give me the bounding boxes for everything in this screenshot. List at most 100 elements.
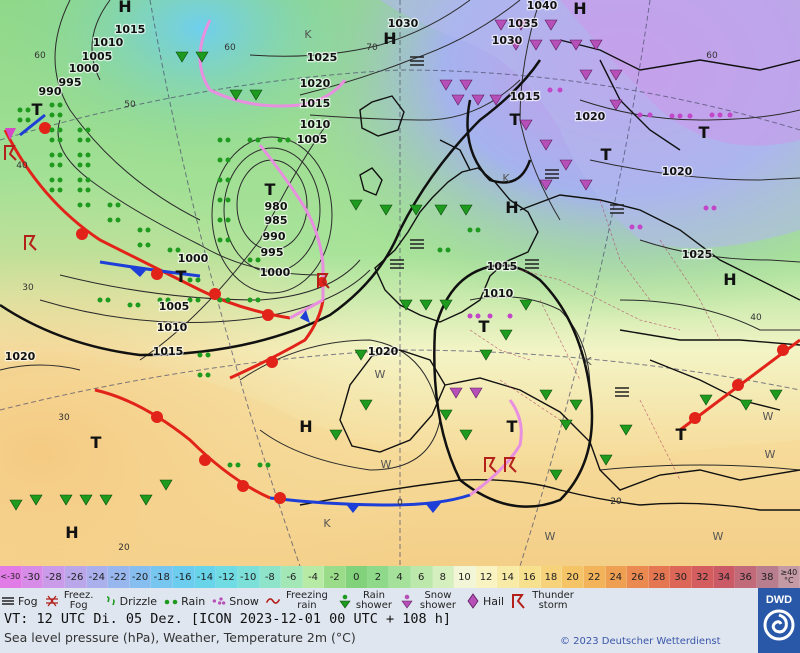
dwd-logo-text: DWD	[765, 594, 793, 606]
legend-rain-shower-label: Rain shower	[355, 590, 392, 611]
graticule-label: 60	[34, 51, 46, 61]
scale-cell: -22	[108, 566, 130, 588]
graticule-label: 0	[397, 498, 403, 508]
scale-cell: <-30	[0, 566, 22, 588]
graticule-label: 40	[16, 161, 28, 171]
scale-cell: -30	[21, 566, 44, 588]
isobar-label: 1030	[388, 17, 419, 30]
air-mass-label: W	[375, 368, 386, 381]
graticule-label: 40	[750, 313, 762, 323]
graticule-label: 70	[366, 43, 378, 53]
graticule-label: 20	[610, 497, 622, 507]
air-mass-label: W	[713, 530, 724, 543]
scale-cell: -2	[324, 566, 346, 588]
pressure-center-label: H	[505, 198, 518, 217]
scale-cell: 6	[410, 566, 433, 588]
graticule-label: 60	[706, 51, 718, 61]
isobar-label: 1015	[300, 97, 331, 110]
fog-icon	[2, 597, 14, 605]
scale-cell: -16	[173, 566, 195, 588]
air-mass-label: K	[304, 28, 312, 41]
legend-thunderstorm: Thunder storm	[510, 588, 578, 614]
isobar-label: 995	[261, 246, 284, 259]
scale-cell: -4	[302, 566, 325, 588]
scale-cell: 20	[562, 566, 584, 588]
freezing-rain-icon	[265, 598, 281, 604]
scale-cell: -26	[64, 566, 87, 588]
isobar-label: 1010	[483, 287, 514, 300]
pressure-center-label: T	[699, 123, 710, 142]
rain-shower-icon	[339, 594, 351, 609]
isobar-label: 1000	[178, 252, 209, 265]
isobar-label: 1035	[508, 17, 539, 30]
legend-snow-label: Snow	[229, 594, 259, 608]
isobar-label: 1005	[297, 133, 328, 146]
dwd-logo: DWD	[758, 588, 800, 653]
scale-cell: -20	[129, 566, 152, 588]
scale-cell: 16	[519, 566, 541, 588]
pressure-center-label: H	[573, 0, 586, 18]
scale-cell: 18	[540, 566, 563, 588]
scale-cell: 2	[367, 566, 390, 588]
isobar-label: 1000	[69, 62, 100, 75]
scale-cell: -6	[281, 566, 303, 588]
legend-freezing-rain: Freezing rain	[265, 588, 331, 614]
isobar-label: 1040	[527, 0, 558, 12]
scale-cell: 10	[454, 566, 476, 588]
isobar-label: 1020	[368, 345, 399, 358]
thunderstorm-icon	[512, 594, 525, 609]
air-mass-label: K	[502, 172, 510, 185]
scale-cell: -28	[43, 566, 65, 588]
pressure-center-label: T	[32, 100, 43, 119]
isobar-label: 1025	[682, 248, 713, 261]
scale-cell: -18	[151, 566, 173, 588]
isobar-label: 1015	[115, 23, 146, 36]
legend-snow-shower: Snow shower	[399, 588, 459, 614]
scale-cell: -14	[194, 566, 217, 588]
legend-freezing-fog: Freez. Fog	[44, 588, 96, 614]
isobar-label: 985	[265, 214, 288, 227]
air-mass-label: K	[584, 355, 592, 368]
pressure-center-label: T	[676, 425, 687, 444]
isobar-label: 1025	[307, 51, 338, 64]
scale-cell: 32	[692, 566, 714, 588]
dwd-swirl-icon	[763, 609, 795, 641]
air-mass-label: K	[323, 517, 331, 530]
pressure-center-label: H	[118, 0, 131, 16]
air-mass-label: W	[381, 458, 392, 471]
isobar-label: 1020	[5, 350, 36, 363]
isobar-label: 1015	[153, 345, 184, 358]
isobar-label: 1015	[487, 260, 518, 273]
pressure-center-label: H	[723, 270, 736, 289]
freezing-fog-icon	[45, 595, 58, 607]
scale-cell: 30	[670, 566, 692, 588]
isobar-label: 1005	[159, 300, 190, 313]
legend-freezing-fog-label: Freez. Fog	[63, 590, 94, 611]
isobar-label: 1010	[157, 321, 188, 334]
scale-cell: 14	[497, 566, 519, 588]
pressure-center-label: H	[65, 523, 78, 542]
copyright-label: © 2023 Deutscher Wetterdienst	[560, 636, 721, 647]
legend-fog-label: Fog	[18, 594, 38, 608]
scale-cell: ≥40 °C	[778, 566, 800, 588]
scale-cell: 22	[583, 566, 606, 588]
isobar-label: 1010	[93, 36, 124, 49]
snow-icon	[212, 597, 226, 605]
scale-cell: 4	[389, 566, 411, 588]
air-mass-label: W	[545, 530, 556, 543]
isobar-label: 1015	[510, 90, 541, 103]
isobar-label: 1020	[300, 77, 331, 90]
hail-icon	[467, 593, 479, 609]
scale-cell: 36	[735, 566, 757, 588]
scale-cell: 34	[713, 566, 736, 588]
pressure-center-label: H	[299, 417, 312, 436]
pressure-center-label: T	[510, 110, 521, 129]
pressure-center-label: T	[479, 317, 490, 336]
scale-cell: -24	[86, 566, 109, 588]
pressure-center-label: T	[176, 267, 187, 286]
isobar-label: 1030	[492, 34, 523, 47]
scale-cell: 24	[605, 566, 628, 588]
isobar-label: 1000	[260, 266, 291, 279]
legend-rain-label: Rain	[181, 594, 206, 608]
